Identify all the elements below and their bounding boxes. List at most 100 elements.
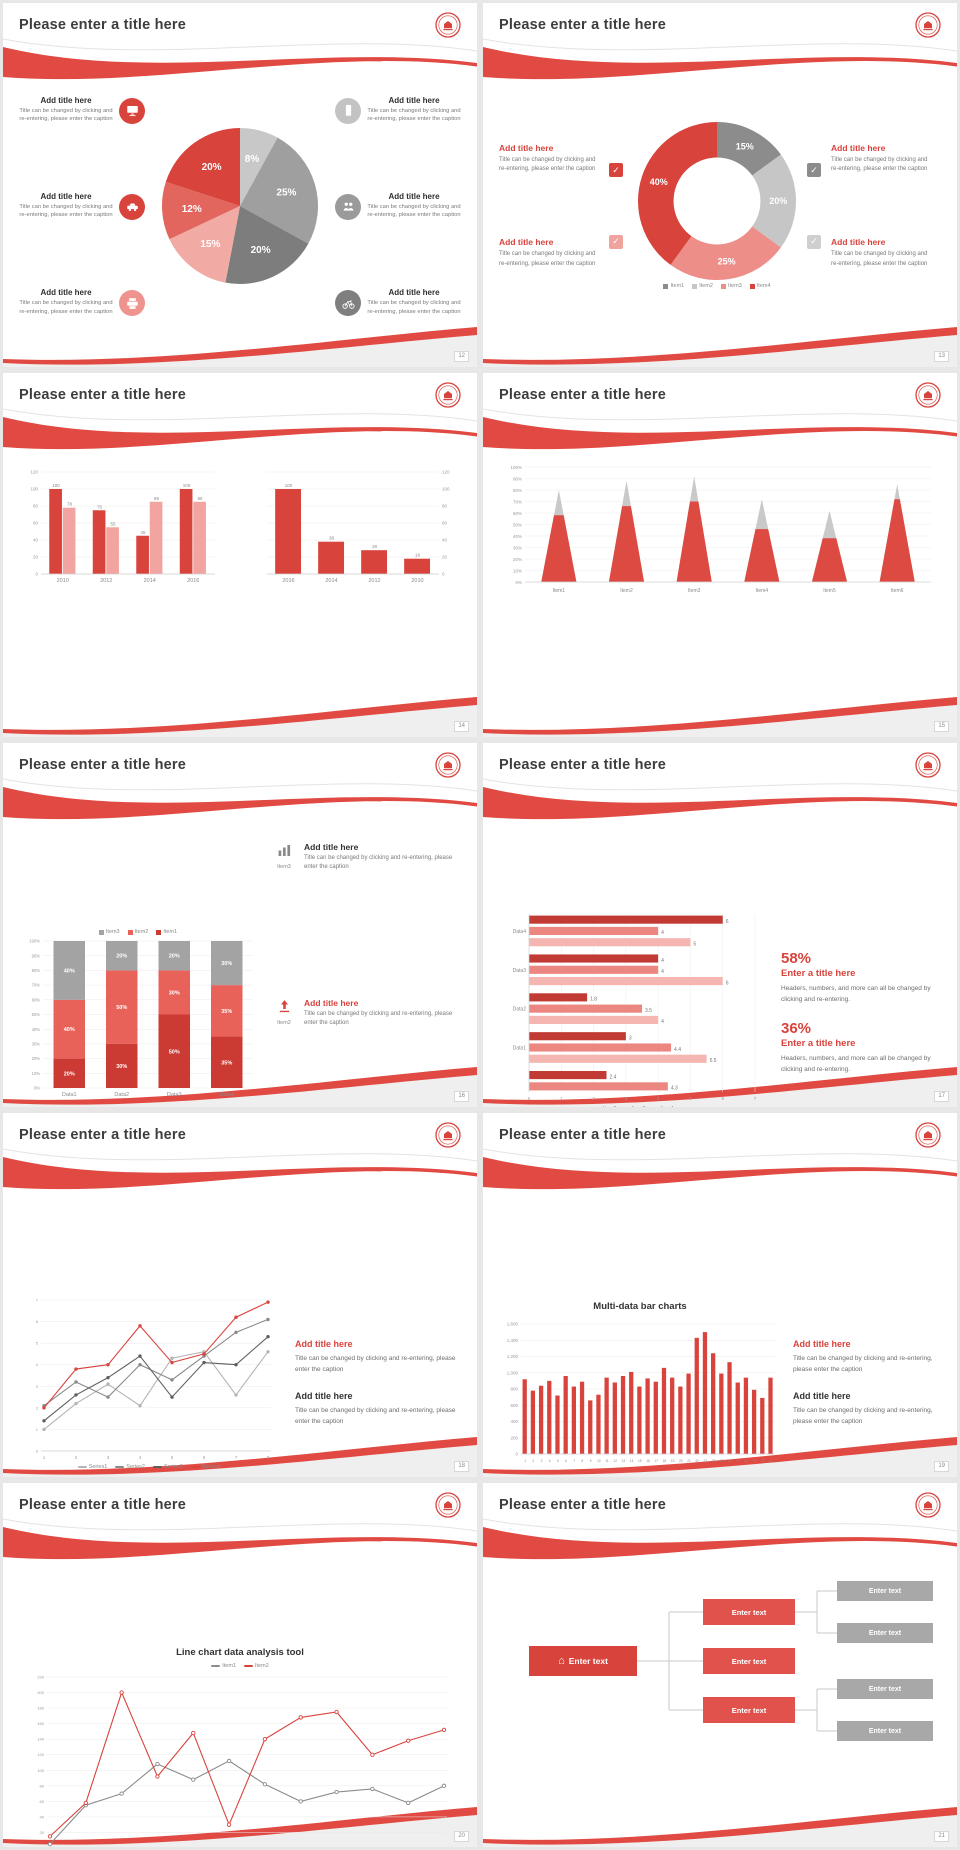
svg-text:19: 19 — [671, 1459, 675, 1463]
flow-mid-node: Enter text — [703, 1697, 795, 1723]
home-icon: ⌂ — [558, 1654, 565, 1667]
slide-thumbnail-16[interactable]: Please enter a title here Item3 Item2 Item… — [3, 743, 477, 1107]
chart-title: Line chart data analysis tool — [176, 1647, 304, 1658]
school-badge-logo — [435, 382, 461, 408]
feature-item: Add title here Title can be changed by cl… — [499, 237, 603, 269]
svg-text:3: 3 — [36, 1384, 39, 1389]
svg-text:2010: 2010 — [411, 578, 423, 584]
slide-header: Please enter a title here — [483, 373, 957, 411]
svg-text:1,600: 1,600 — [507, 1322, 519, 1327]
svg-text:100: 100 — [37, 1768, 44, 1773]
svg-text:2010: 2010 — [57, 578, 69, 584]
item-caption: Title can be changed by clicking and re-… — [19, 203, 113, 219]
svg-text:1: 1 — [36, 1427, 39, 1432]
svg-text:26: 26 — [728, 1459, 732, 1463]
feature-item: Add title here Title can be changed by cl… — [499, 143, 603, 175]
svg-text:17: 17 — [654, 1459, 658, 1463]
flow-leaf-node: Enter text — [837, 1721, 933, 1741]
car-icon — [119, 193, 145, 220]
svg-text:100: 100 — [30, 487, 38, 492]
slide-header: Please enter a title here — [483, 3, 957, 41]
donut-chart: 15% 20% 25% 40% Item1 Item2 Item3 Item4 — [633, 121, 801, 291]
svg-text:60: 60 — [33, 521, 39, 526]
svg-text:20%: 20% — [32, 1056, 41, 1061]
feature-item: Add title here Title can be changed by cl… — [831, 237, 935, 269]
item-caption: Title can be changed by clicking and re-… — [19, 300, 113, 315]
feature-item: Add title here Title can be changed by cl… — [19, 192, 145, 220]
svg-text:Item4: Item4 — [756, 588, 769, 594]
svg-text:80: 80 — [442, 504, 448, 509]
svg-text:6: 6 — [36, 1319, 39, 1324]
svg-text:600: 600 — [510, 1403, 518, 1408]
svg-text:Data2: Data2 — [114, 1092, 129, 1098]
slide-thumbnail-17[interactable]: Please enter a title here 0 1 2 3 4 5 6 7 6 4 5 Dat… — [483, 743, 957, 1107]
svg-text:8: 8 — [582, 1459, 584, 1463]
svg-text:7: 7 — [754, 1096, 757, 1101]
block-caption: Title can be changed by clicking and re-… — [793, 1354, 933, 1373]
svg-text:11: 11 — [605, 1459, 609, 1463]
svg-text:4: 4 — [661, 958, 664, 964]
page-number: 12 — [454, 351, 469, 362]
svg-text:120: 120 — [37, 1752, 44, 1757]
slide-thumbnail-20[interactable]: Please enter a title here Line chart dat… — [3, 1483, 477, 1847]
top-ribbon-decoration — [483, 1513, 957, 1569]
page-number: 19 — [934, 1461, 949, 1472]
slide-thumbnail-14[interactable]: Please enter a title here 0 20 40 60 80 100 12… — [3, 373, 477, 737]
svg-text:13: 13 — [622, 1459, 626, 1463]
svg-text:30%: 30% — [169, 990, 180, 996]
slide-thumbnail-13[interactable]: Please enter a title here Add title here… — [483, 3, 957, 367]
item-title: Add title here — [304, 841, 359, 852]
slide-thumbnail-19[interactable]: Please enter a title here Multi-data bar… — [483, 1113, 957, 1477]
svg-text:22: 22 — [695, 1459, 699, 1463]
item-title: Add title here — [499, 142, 554, 153]
svg-text:100%: 100% — [29, 939, 40, 944]
svg-text:0: 0 — [515, 1452, 518, 1457]
item-caption: Title can be changed by clicking and re-… — [367, 300, 461, 315]
item-title: Add title here — [388, 191, 440, 201]
svg-text:4: 4 — [661, 969, 664, 975]
svg-text:30%: 30% — [32, 1042, 41, 1047]
slide-header: Please enter a title here — [3, 3, 477, 41]
block-title: Add title here — [295, 1338, 353, 1349]
school-badge-logo — [915, 752, 941, 778]
block-title: Add title here — [793, 1391, 851, 1401]
item-title: Add title here — [388, 95, 440, 105]
svg-text:5: 5 — [557, 1459, 559, 1463]
school-badge-logo — [915, 382, 941, 408]
line-chart: 0 1 2 3 4 5 6 7 1 2 3 4 5 6 7 8 Series1 Series2 Series3 Ser… — [35, 1297, 271, 1470]
svg-text:1,200: 1,200 — [507, 1354, 519, 1359]
item-title: Add title here — [40, 191, 92, 201]
svg-text:Data3: Data3 — [167, 1092, 182, 1098]
top-ribbon-decoration — [483, 403, 957, 459]
slide-title: Please enter a title here — [19, 757, 186, 773]
slide-thumbnail-15[interactable]: Please enter a title here 0% 10% 20% 30% 40%… — [483, 373, 957, 737]
flow-connectors — [637, 1590, 837, 1732]
svg-text:25%: 25% — [276, 188, 296, 199]
svg-text:20: 20 — [679, 1459, 683, 1463]
grouped-bar-chart: 0 20 40 60 80 100 120 100 75 45 100 78 55 85 85 2010 201… — [19, 463, 221, 585]
svg-text:85: 85 — [154, 496, 160, 501]
item-caption: Title can be changed by clicking and re-… — [367, 203, 461, 219]
svg-text:15%: 15% — [736, 141, 754, 151]
svg-text:6: 6 — [203, 1455, 206, 1460]
svg-text:20%: 20% — [169, 954, 180, 960]
page-number: 15 — [934, 721, 949, 732]
svg-text:25: 25 — [720, 1459, 724, 1463]
svg-text:10%: 10% — [513, 568, 522, 573]
item-title: Add title here — [40, 95, 92, 105]
monitor-icon — [119, 97, 145, 124]
svg-text:27: 27 — [736, 1459, 740, 1463]
top-ribbon-decoration — [3, 773, 477, 829]
svg-text:200: 200 — [510, 1435, 518, 1440]
svg-text:25%: 25% — [718, 256, 736, 266]
stat-block: 36% Enter a title here Headers, numbers,… — [781, 1020, 941, 1075]
slide-thumbnail-21[interactable]: Please enter a title here ⌂ Enter text En… — [483, 1483, 957, 1847]
slide-title: Please enter a title here — [19, 1497, 186, 1513]
svg-text:80%: 80% — [513, 488, 522, 493]
svg-text:30: 30 — [761, 1459, 765, 1463]
svg-text:40%: 40% — [64, 1027, 75, 1033]
page-number: 20 — [454, 1831, 469, 1842]
slide-thumbnail-12[interactable]: Please enter a title here Add title here… — [3, 3, 477, 367]
svg-text:1: 1 — [560, 1096, 563, 1101]
